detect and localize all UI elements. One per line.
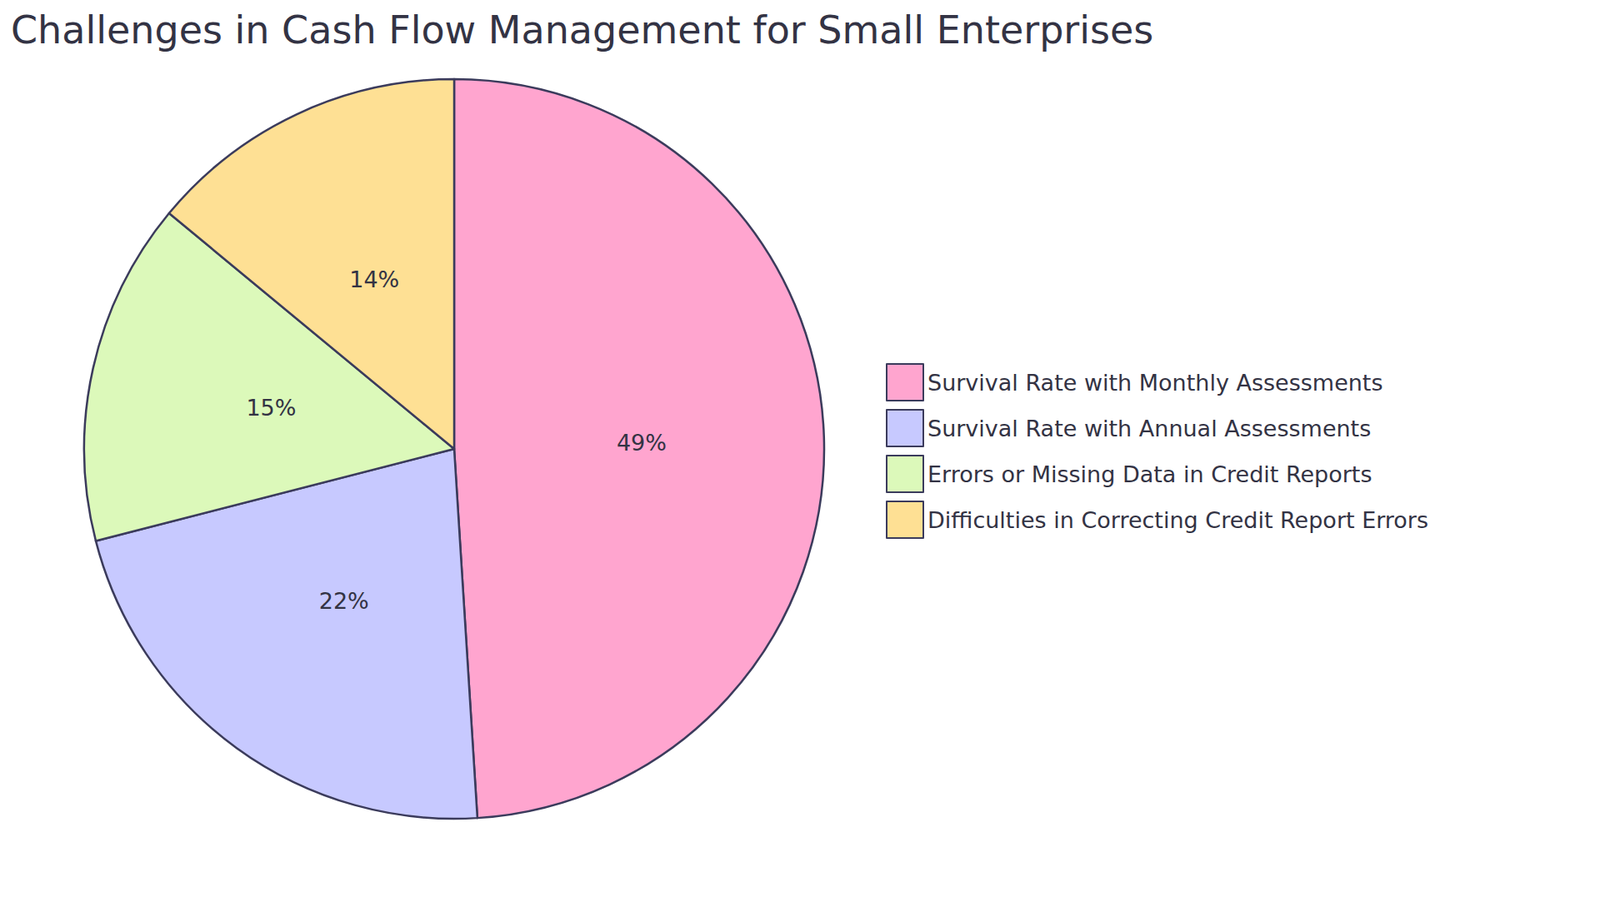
svg-text:15%: 15% bbox=[245, 395, 296, 421]
svg-text:14%: 14% bbox=[349, 266, 400, 293]
svg-text:Difficulties in Correcting Cre: Difficulties in Correcting Credit Report… bbox=[927, 507, 1429, 534]
svg-text:Challenges in Cash Flow Manage: Challenges in Cash Flow Management for S… bbox=[10, 7, 1154, 53]
svg-text:Survival Rate with Monthly Ass: Survival Rate with Monthly Assessments bbox=[927, 370, 1384, 396]
svg-text:49%: 49% bbox=[616, 430, 667, 456]
svg-text:Survival Rate with Annual Asse: Survival Rate with Annual Assessments bbox=[927, 415, 1371, 442]
svg-text:Errors or Missing Data in Cred: Errors or Missing Data in Credit Reports bbox=[927, 461, 1373, 488]
svg-text:22%: 22% bbox=[319, 588, 370, 615]
